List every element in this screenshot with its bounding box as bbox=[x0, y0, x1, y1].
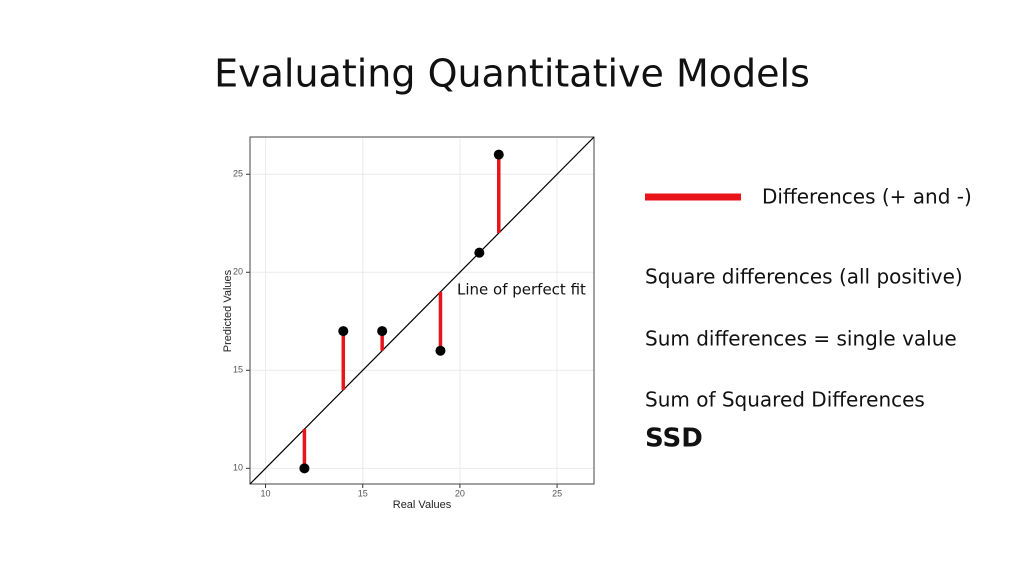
bullet: Sum of Squared Differences bbox=[645, 388, 925, 412]
point bbox=[338, 326, 349, 337]
bullet: Square differences (all positive) bbox=[645, 265, 963, 289]
y-tick-label: 25 bbox=[233, 169, 243, 179]
point bbox=[299, 463, 310, 474]
y-axis-label: Predicted Values bbox=[222, 269, 234, 352]
perfect-fit-line bbox=[249, 136, 595, 485]
annotation: Line of perfect fit bbox=[457, 281, 586, 299]
y-tick-label: 10 bbox=[233, 463, 243, 473]
x-axis-label: Real Values bbox=[393, 499, 452, 511]
point bbox=[474, 247, 485, 258]
slide-title: Evaluating Quantitative Models bbox=[214, 52, 810, 96]
bullet: Sum differences = single value bbox=[645, 327, 957, 351]
x-tick-label: 25 bbox=[552, 488, 562, 498]
point bbox=[377, 326, 388, 337]
plot-border bbox=[249, 136, 595, 485]
y-tick-label: 20 bbox=[233, 267, 243, 277]
point bbox=[435, 345, 446, 356]
point bbox=[493, 149, 504, 160]
x-tick-label: 20 bbox=[455, 488, 465, 498]
legend-text: Differences (+ and -) bbox=[762, 185, 972, 209]
x-tick-label: 10 bbox=[261, 488, 271, 498]
y-tick-label: 15 bbox=[233, 365, 243, 375]
x-tick-label: 15 bbox=[358, 488, 368, 498]
emphasis: SSD bbox=[645, 424, 703, 454]
